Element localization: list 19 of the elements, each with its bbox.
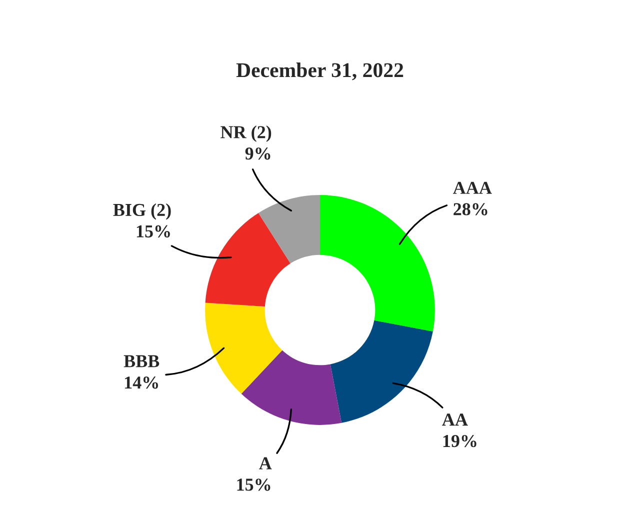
slice-label: NR (2): [220, 126, 272, 142]
donut-slice: [330, 320, 433, 423]
donut-slice: [258, 195, 320, 264]
slice-label: A: [259, 457, 272, 470]
data-label: 28%: [454, 203, 488, 216]
donut-slice: [241, 350, 342, 425]
data-label: 19%: [443, 434, 476, 448]
slice-label: AAA: [453, 182, 492, 194]
slice-label: BBB: [124, 355, 160, 368]
data-label: 9%: [245, 147, 270, 160]
slice-label: BIG (2): [113, 203, 171, 220]
chart-title: December 31, 2022: [236, 62, 404, 80]
donut-slice: [205, 212, 290, 307]
donut-slice: [205, 302, 282, 394]
donut-slice: [320, 195, 435, 332]
data-label: 14%: [125, 376, 158, 389]
data-label: 15%: [136, 225, 170, 238]
slice-label: AA: [442, 414, 468, 426]
data-label: 15%: [237, 478, 270, 491]
